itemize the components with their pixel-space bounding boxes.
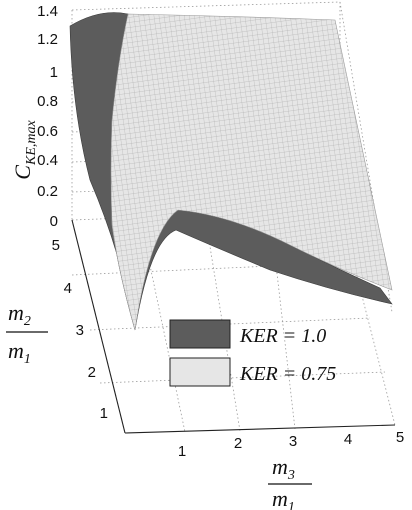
z-tick: 0.8: [37, 93, 58, 110]
y-label-den: m: [8, 338, 24, 363]
x-tick: 3: [289, 433, 297, 450]
x-label-num-sub: 3: [287, 468, 295, 483]
y-tick: 2: [88, 364, 96, 381]
legend-label-ker-1-0: KER = 1.0: [239, 325, 326, 347]
legend: KER = 1.0 KER = 0.75: [169, 319, 336, 387]
z-tick: 1.2: [37, 31, 58, 48]
z-tick: 0.6: [37, 123, 58, 140]
axes: [71, 219, 396, 434]
y-tick: 4: [64, 280, 72, 297]
svg-text:m1: m1: [8, 338, 31, 367]
y-label-den-sub: 1: [24, 352, 31, 367]
x-label-den: m: [272, 486, 288, 510]
z-tick: 0.2: [37, 183, 58, 200]
x-tick: 2: [234, 435, 242, 452]
svg-text:m3: m3: [272, 454, 295, 483]
y-axis-ticks: 5 4 3 2 1: [52, 237, 108, 422]
z-axis-ticks: 1.4 1.2 1 0.8 0.6 0.4 0.2 0: [37, 3, 58, 230]
y-tick: 5: [52, 237, 60, 254]
z-tick: 0.4: [37, 152, 58, 169]
z-tick: 1: [50, 64, 58, 81]
y-label-num-sub: 2: [24, 314, 31, 329]
z-tick: 0: [50, 213, 58, 230]
z-label-main: C: [10, 165, 35, 180]
svg-text:CKE,max: CKE,max: [10, 120, 39, 180]
x-axis-ticks: 1 2 3 4 5: [178, 429, 404, 460]
legend-label-ker-0-75: KER = 0.75: [239, 363, 336, 385]
y-label-num: m: [8, 300, 24, 325]
x-label-num: m: [272, 454, 288, 479]
y-tick: 3: [76, 322, 84, 339]
z-axis-label: CKE,max: [10, 120, 39, 180]
x-axis-label: m3 m1: [268, 454, 312, 510]
svg-text:m1: m1: [272, 486, 295, 510]
x-tick: 5: [396, 429, 404, 446]
svg-text:m2: m2: [8, 300, 31, 329]
x-label-den-sub: 1: [288, 500, 295, 510]
x-tick: 4: [344, 431, 352, 448]
y-tick: 1: [100, 405, 108, 422]
surface-ker-0-75: [110, 13, 393, 331]
legend-swatch-ker-1-0: [169, 319, 231, 349]
legend-swatch-ker-0-75: [169, 357, 231, 387]
z-tick: 1.4: [37, 3, 58, 20]
y-axis-label: m2 m1: [6, 300, 48, 367]
x-tick: 1: [178, 443, 186, 460]
z-label-sub: KE,max: [24, 120, 39, 167]
